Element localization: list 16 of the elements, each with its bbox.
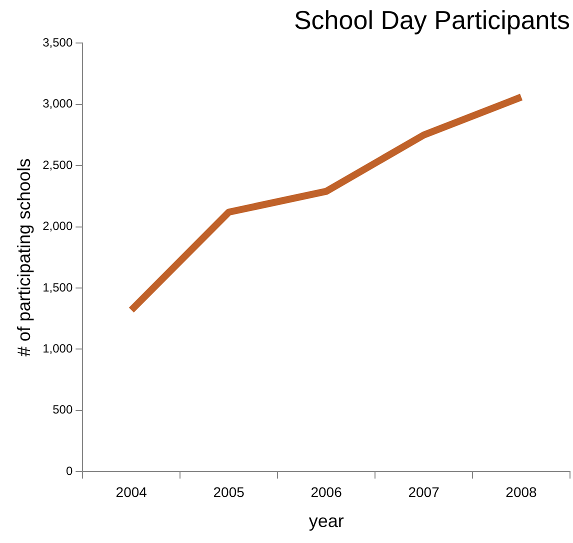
y-axis-title: # of participating schools xyxy=(14,158,34,356)
x-tick-label: 2005 xyxy=(213,484,245,500)
x-tick-label: 2008 xyxy=(506,484,538,500)
y-tick-label: 3,500 xyxy=(42,36,73,50)
chart-title: School Day Participants xyxy=(294,4,570,35)
y-tick-label: 500 xyxy=(52,402,73,417)
x-tick-label: 2004 xyxy=(116,484,148,500)
y-tick-label: 0 xyxy=(66,464,73,478)
y-tick-label: 1,500 xyxy=(42,280,73,294)
y-tick-label: 3,000 xyxy=(42,96,73,111)
y-tick-label: 1,000 xyxy=(42,342,73,356)
y-tick-label: 2,000 xyxy=(42,219,73,234)
x-tick-label: 2006 xyxy=(310,484,342,500)
x-axis-title: year xyxy=(308,511,344,532)
y-tick-label: 2,500 xyxy=(42,158,73,172)
x-tick-label: 2007 xyxy=(408,484,440,500)
